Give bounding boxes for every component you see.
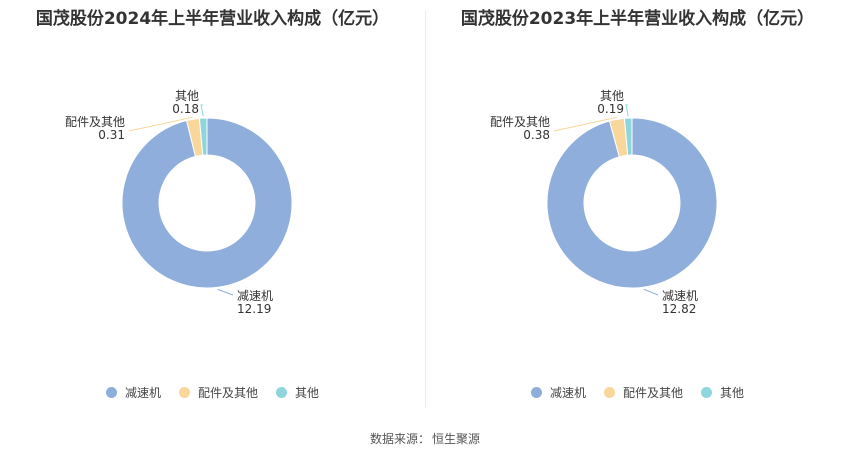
slice-label-2: 其他 xyxy=(175,89,199,103)
slice-label-1: 配件及其他 xyxy=(490,115,550,129)
chart-legend: 减速机 配件及其他 其他 xyxy=(425,384,850,401)
leader-line-0 xyxy=(643,288,659,296)
slice-label-0: 减速机 xyxy=(662,289,698,303)
legend-dot-icon xyxy=(178,387,190,398)
leader-line-2 xyxy=(625,104,629,117)
legend-item-2[interactable]: 其他 xyxy=(701,384,744,401)
leader-line-1 xyxy=(553,116,617,132)
legend-label: 减速机 xyxy=(124,386,161,400)
legend-item-1[interactable]: 配件及其他 xyxy=(603,384,683,401)
legend-label: 其他 xyxy=(720,386,745,400)
chart-title: 国茂股份2024年上半年营业收入构成（亿元） xyxy=(35,9,390,29)
legend-item-0[interactable]: 减速机 xyxy=(105,384,161,401)
slice-label-0: 减速机 xyxy=(237,289,273,303)
panel-divider xyxy=(425,10,426,408)
chart-legend: 减速机 配件及其他 其他 xyxy=(0,384,425,401)
donut-slice-0 xyxy=(121,117,293,289)
slice-value-1: 0.31 xyxy=(98,128,125,142)
data-source: 数据来源： 恒生聚源 xyxy=(0,430,850,447)
legend-item-2[interactable]: 其他 xyxy=(276,384,319,401)
slice-value-2: 0.19 xyxy=(597,102,624,116)
chart-title: 国茂股份2023年上半年营业收入构成（亿元） xyxy=(460,9,815,29)
legend-dot-icon xyxy=(701,387,712,398)
legend-label: 配件及其他 xyxy=(622,386,683,400)
donut-slice-2 xyxy=(198,117,208,156)
legend-dot-icon xyxy=(276,387,287,398)
slice-value-1: 0.38 xyxy=(523,128,550,142)
legend-item-0[interactable]: 减速机 xyxy=(530,384,586,401)
slice-value-0: 12.82 xyxy=(662,302,696,316)
donut-slice-2 xyxy=(623,117,633,156)
legend-item-1[interactable]: 配件及其他 xyxy=(178,384,258,401)
leader-line-2 xyxy=(200,104,204,117)
leader-line-0 xyxy=(217,288,234,296)
source-name: 恒生聚源 xyxy=(432,432,481,446)
chart-panel-2023: 国茂股份2023年上半年营业收入构成（亿元） 减速机 12.82 配件及其他 0.38… xyxy=(425,0,850,410)
donut-slice-0 xyxy=(546,117,718,289)
legend-dot-icon xyxy=(530,387,542,398)
chart-panel-2024: 国茂股份2024年上半年营业收入构成（亿元） 减速机 12.19 配件及其他 0.31… xyxy=(0,0,425,410)
slice-value-2: 0.18 xyxy=(172,102,199,116)
slice-label-2: 其他 xyxy=(600,89,624,103)
legend-dot-icon xyxy=(603,387,615,398)
legend-label: 其他 xyxy=(295,386,320,400)
legend-label: 配件及其他 xyxy=(197,386,258,400)
legend-label: 减速机 xyxy=(549,386,586,400)
legend-dot-icon xyxy=(105,387,117,398)
slice-label-1: 配件及其他 xyxy=(65,115,125,129)
source-label: 数据来源： xyxy=(369,432,430,446)
slice-value-0: 12.19 xyxy=(237,302,271,316)
leader-line-1 xyxy=(128,116,193,132)
